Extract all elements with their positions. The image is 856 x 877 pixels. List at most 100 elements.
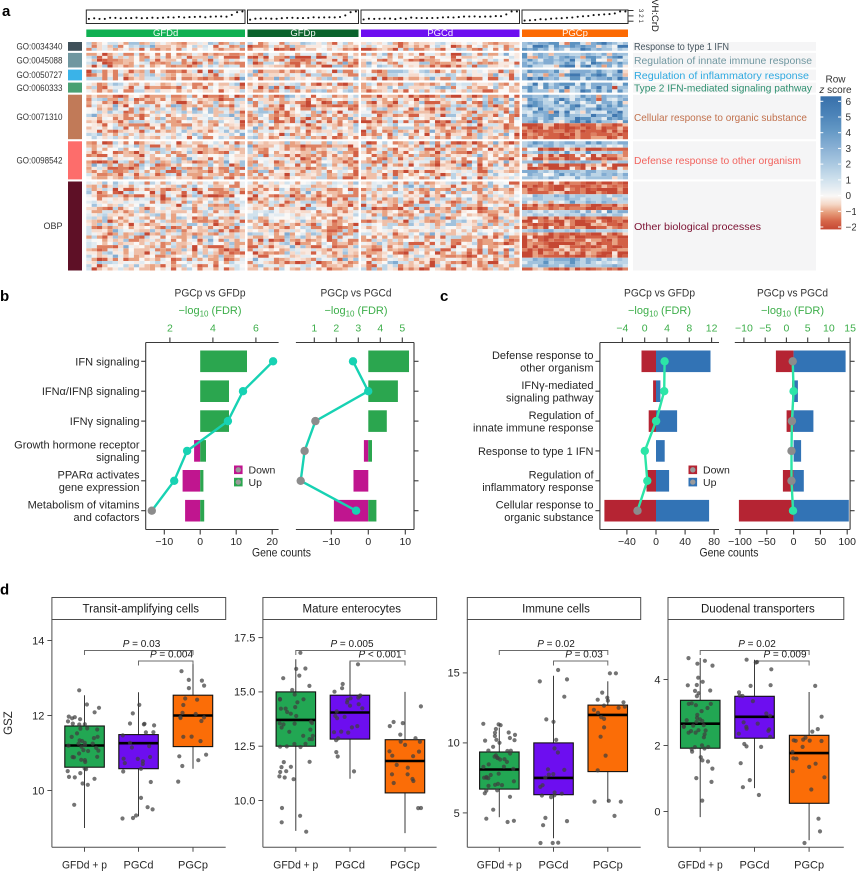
svg-text:PGCp: PGCp bbox=[178, 860, 208, 872]
svg-text:VH:CrD: VH:CrD bbox=[649, 0, 660, 32]
svg-text:4: 4 bbox=[654, 674, 660, 686]
svg-text:GFDd: GFDd bbox=[153, 28, 178, 39]
svg-text:IFN signaling: IFN signaling bbox=[75, 356, 139, 368]
svg-text:GFDd + p: GFDd + p bbox=[477, 860, 522, 872]
svg-text:Up: Up bbox=[703, 477, 717, 489]
svg-text:P = 0.02: P = 0.02 bbox=[537, 639, 575, 650]
svg-text:PGCd: PGCd bbox=[740, 860, 770, 872]
svg-text:5: 5 bbox=[805, 323, 811, 335]
svg-text:0: 0 bbox=[783, 323, 789, 335]
svg-text:Down: Down bbox=[249, 465, 276, 477]
svg-text:Down: Down bbox=[703, 465, 730, 477]
svg-text:2: 2 bbox=[167, 323, 173, 335]
svg-text:GFDd + p: GFDd + p bbox=[678, 860, 723, 872]
svg-text:Defense response to: Defense response to bbox=[492, 350, 594, 362]
svg-text:gene expression: gene expression bbox=[59, 482, 140, 494]
svg-text:Row: Row bbox=[825, 74, 846, 85]
svg-text:PPARα activates: PPARα activates bbox=[58, 470, 140, 482]
svg-text:GO:0060333: GO:0060333 bbox=[17, 83, 63, 93]
svg-text:−5: −5 bbox=[759, 323, 771, 335]
svg-text:Type 2 IFN-mediated signaling: Type 2 IFN-mediated signaling pathway bbox=[634, 82, 813, 94]
svg-text:PGCd: PGCd bbox=[427, 28, 453, 39]
svg-text:15: 15 bbox=[448, 668, 460, 680]
svg-text:GO:0050727: GO:0050727 bbox=[17, 70, 63, 80]
svg-text:0: 0 bbox=[642, 323, 648, 335]
svg-text:IFNγ-mediated: IFNγ-mediated bbox=[521, 380, 593, 392]
svg-text:Regulation of: Regulation of bbox=[529, 470, 595, 482]
svg-text:Growth hormone receptor: Growth hormone receptor bbox=[14, 440, 140, 452]
svg-text:P = 0.005: P = 0.005 bbox=[330, 639, 374, 650]
svg-text:15.0: 15.0 bbox=[234, 687, 255, 699]
svg-text:10: 10 bbox=[230, 536, 242, 548]
svg-text:GSZ: GSZ bbox=[3, 711, 15, 735]
svg-text:−10: −10 bbox=[322, 536, 340, 548]
svg-text:P = 0.02: P = 0.02 bbox=[738, 639, 776, 650]
svg-text:PGCp vs PGCd: PGCp vs PGCd bbox=[321, 288, 392, 300]
svg-text:PGCp: PGCp bbox=[562, 28, 588, 39]
svg-text:b: b bbox=[0, 288, 9, 305]
svg-text:40: 40 bbox=[679, 536, 691, 548]
svg-text:c: c bbox=[440, 288, 448, 305]
svg-text:GO:0098542: GO:0098542 bbox=[17, 156, 63, 166]
svg-text:P = 0.03: P = 0.03 bbox=[565, 650, 603, 661]
svg-text:Other biological processes: Other biological processes bbox=[634, 221, 761, 233]
svg-text:and cofactors: and cofactors bbox=[73, 512, 140, 524]
svg-text:Response to type 1 IFN: Response to type 1 IFN bbox=[634, 41, 729, 53]
svg-text:10: 10 bbox=[32, 785, 44, 797]
svg-text:signaling: signaling bbox=[96, 452, 139, 464]
svg-text:4: 4 bbox=[664, 323, 670, 335]
svg-text:2: 2 bbox=[654, 740, 660, 752]
svg-text:PGCp: PGCp bbox=[593, 860, 623, 872]
svg-text:10.0: 10.0 bbox=[234, 795, 255, 807]
svg-text:−log10 (FDR): −log10 (FDR) bbox=[628, 305, 691, 319]
svg-text:Immune cells: Immune cells bbox=[522, 604, 590, 616]
svg-text:z score: z score bbox=[818, 85, 852, 96]
svg-text:15: 15 bbox=[844, 323, 856, 335]
svg-text:inflammatory response: inflammatory response bbox=[482, 482, 593, 494]
svg-text:10: 10 bbox=[823, 323, 835, 335]
svg-text:2: 2 bbox=[846, 160, 852, 171]
svg-text:3: 3 bbox=[846, 144, 852, 155]
svg-text:Gene counts: Gene counts bbox=[700, 546, 759, 560]
svg-text:Defense response to other orga: Defense response to other organism bbox=[634, 155, 801, 167]
svg-text:4: 4 bbox=[210, 323, 216, 335]
svg-text:6: 6 bbox=[253, 323, 259, 335]
svg-text:PGCp: PGCp bbox=[390, 860, 420, 872]
svg-text:P = 0.03: P = 0.03 bbox=[123, 639, 161, 650]
svg-text:P < 0.001: P < 0.001 bbox=[358, 650, 402, 661]
svg-text:GO:0034340: GO:0034340 bbox=[17, 42, 63, 52]
svg-text:Gene counts: Gene counts bbox=[252, 546, 311, 560]
svg-text:12.5: 12.5 bbox=[234, 741, 255, 753]
svg-text:2: 2 bbox=[333, 323, 339, 335]
svg-text:−1: −1 bbox=[846, 207, 856, 218]
svg-text:0: 0 bbox=[791, 536, 797, 548]
svg-text:4: 4 bbox=[377, 323, 383, 335]
svg-text:PGCp: PGCp bbox=[794, 860, 824, 872]
svg-text:Response to type 1 IFN: Response to type 1 IFN bbox=[478, 446, 594, 458]
svg-text:0: 0 bbox=[197, 536, 203, 548]
svg-text:100: 100 bbox=[838, 536, 856, 548]
svg-text:−50: −50 bbox=[758, 536, 776, 548]
svg-text:Cellular response to organic s: Cellular response to organic substance bbox=[634, 112, 807, 124]
svg-text:Transit-amplifying cells: Transit-amplifying cells bbox=[83, 604, 200, 616]
svg-text:−4: −4 bbox=[616, 323, 628, 335]
svg-text:PGCp vs GFDp: PGCp vs GFDp bbox=[175, 288, 246, 300]
svg-text:signaling pathway: signaling pathway bbox=[506, 392, 594, 404]
svg-text:IFNα/IFNβ signaling: IFNα/IFNβ signaling bbox=[42, 386, 140, 398]
svg-text:17.5: 17.5 bbox=[234, 632, 255, 644]
svg-text:12: 12 bbox=[32, 710, 44, 722]
svg-text:Regulation of: Regulation of bbox=[529, 410, 595, 422]
svg-text:PGCp vs GFDp: PGCp vs GFDp bbox=[624, 288, 695, 300]
svg-text:P = 0.004: P = 0.004 bbox=[150, 650, 194, 661]
svg-text:Duodenal transporters: Duodenal transporters bbox=[701, 604, 815, 616]
svg-text:4: 4 bbox=[846, 128, 852, 139]
svg-text:Mature enterocytes: Mature enterocytes bbox=[303, 604, 402, 616]
svg-text:GFDp: GFDp bbox=[290, 28, 315, 39]
svg-text:0: 0 bbox=[654, 806, 660, 818]
svg-text:Regulation of innate immune re: Regulation of innate immune response bbox=[634, 55, 812, 67]
svg-text:0: 0 bbox=[365, 536, 371, 548]
svg-text:5: 5 bbox=[399, 323, 405, 335]
svg-text:−log10 (FDR): −log10 (FDR) bbox=[761, 305, 824, 319]
svg-text:6: 6 bbox=[846, 97, 852, 108]
svg-text:d: d bbox=[0, 582, 9, 599]
